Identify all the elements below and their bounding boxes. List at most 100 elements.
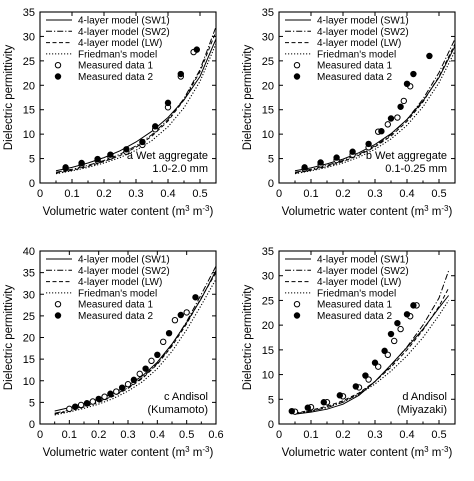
chart-panel-c: 0 0.1 0.2 0.3 0.4 0.5 0.6 0 5 10 15 20 25 30 35 40 Volum… [3,246,224,459]
y-tick-label: 10 [262,370,274,382]
measured-data-2-point [301,164,308,171]
y-tick-label: 30 [262,31,274,43]
measured-data-2-point [349,148,356,155]
x-axis-label-part: m [429,206,442,218]
y-tick-label: 5 [29,154,35,166]
panel-annotation: b Wet aggregate [366,150,447,162]
panel-annotation: 1.0-2.0 mm [152,163,208,175]
measured-data-2-point [426,52,433,60]
y-tick-label: 0 [29,178,35,190]
measured-data-2-point [410,70,417,78]
panel-annotation: 0.1-0.25 mm [385,163,447,175]
measured-data-2-point [177,70,185,78]
y-tick-label: 30 [23,289,35,301]
measured-data-2-point [62,164,69,171]
measured-data-1-point [124,381,132,388]
y-tick-label: 30 [262,271,274,283]
y-tick-label: 35 [262,246,274,258]
legend-entry: 4-layer model (SW2) [317,27,409,38]
x-axis-label-part: Volumetric water content (m [43,206,186,218]
x-axis-label-part: ) [210,206,214,218]
measured-data-2-point [130,376,138,384]
legend-marker [54,301,62,308]
legend-marker [54,312,62,319]
x-tick-label: 0.3 [367,188,382,200]
x-axis-label-part: m [190,447,203,459]
measured-data-2-point [352,383,359,390]
x-axis-label-part: -3 [202,445,210,454]
legend-entry: Measured data 2 [317,72,392,83]
panel-annotation: a Wet aggregate [127,150,208,162]
panel-annotation: (Kumamoto) [147,404,208,416]
x-axis-label-part: 3 [424,204,429,213]
measured-data-2-point [78,159,85,167]
y-tick-label: 20 [262,80,274,92]
series-line-dashed [294,287,450,414]
legend-entry: 4-layer model (LW) [317,38,401,49]
legend-entry: Friedman's model [317,49,396,60]
y-tick-label: 10 [262,129,274,141]
y-tick-label: 40 [23,246,35,258]
measured-data-2-point [164,99,172,107]
x-axis-label-part: 3 [424,445,429,454]
legend-marker [54,73,62,80]
measured-data-2-point [317,159,324,166]
legend-marker [293,312,301,319]
x-axis-label-part: ) [449,447,453,459]
y-tick-label: 30 [23,31,35,43]
plot-frame [278,11,456,184]
legend-marker [54,61,62,69]
x-tick-label: 0.2 [335,188,350,200]
measured-data-1-point [171,317,179,324]
legend-entry: 4-layer model (LW) [78,38,162,49]
measured-data-2-point [123,146,130,153]
legend-entry: Measured data 1 [317,61,392,72]
x-tick-label: 0.1 [303,429,318,441]
x-tick-label: 0.6 [208,429,223,441]
y-axis-label: Dielectric permittivity [242,285,254,391]
y-tick-label: 15 [262,345,274,357]
legend-entry: 4-layer model (LW) [317,277,401,288]
y-tick-label: 20 [262,320,274,332]
measured-data-2-point [387,330,395,338]
measured-data-2-point [107,390,114,397]
panel-annotation: c Andisol [164,391,208,403]
measured-data-2-point [95,395,102,403]
series-line-dotted [55,43,217,175]
y-tick-label: 10 [23,376,35,388]
legend-entry: 4-layer model (SW1) [317,255,409,266]
x-axis-label-part: -3 [441,204,449,213]
measured-data-2-point [72,403,79,410]
y-tick-label: 0 [29,419,35,431]
measured-data-2-point [192,294,199,301]
measured-data-1-point [384,121,391,128]
y-tick-label: 0 [268,419,274,431]
measured-data-2-point [320,399,327,406]
legend-entry: Friedman's model [317,288,396,299]
legend-entry: 4-layer model (SW2) [78,266,170,277]
measured-data-2-point [394,319,401,327]
measured-data-2-point [142,365,149,372]
y-tick-label: 25 [23,56,35,68]
x-tick-label: 0.3 [120,429,135,441]
x-tick-label: 0.5 [179,429,194,441]
series-line-dotted [294,300,450,415]
measured-data-1-point [391,337,398,345]
y-tick-label: 20 [23,80,35,92]
y-tick-label: 25 [262,56,274,68]
legend-entry: 4-layer model (LW) [78,277,162,288]
x-axis-label-part: 3 [185,445,190,454]
y-tick-label: 35 [262,7,274,19]
x-axis-label-part: Volumetric water content (m [43,447,186,459]
x-tick-label: 0.4 [150,429,165,441]
x-tick-label: 0.2 [335,429,350,441]
x-axis-label: Volumetric water content (m3 m-3) [282,445,453,460]
measured-data-1-point [160,338,167,346]
measured-data-2-point [193,46,201,53]
y-tick-label: 0 [268,178,274,190]
x-axis-label-part: -3 [441,445,449,454]
x-tick-label: 0.3 [128,188,143,200]
legend-entry: 4-layer model (SW1) [78,16,170,27]
x-axis-label-part: ) [449,206,453,218]
